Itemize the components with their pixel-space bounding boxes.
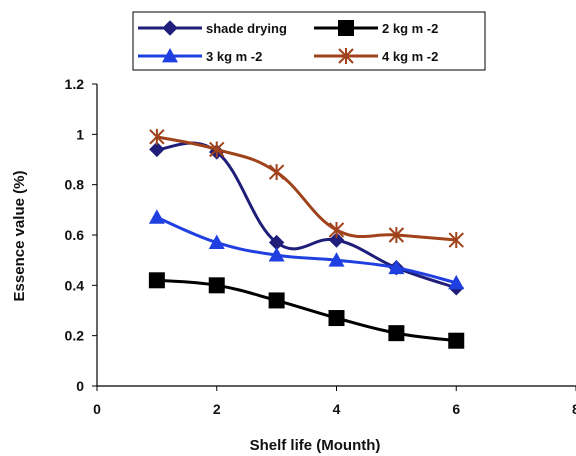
x-axis-title: Shelf life (Mounth) xyxy=(250,437,381,454)
series-line xyxy=(156,278,457,343)
data-point xyxy=(328,310,345,327)
plot-area xyxy=(148,128,465,349)
series-2-kg-m-2 xyxy=(148,272,465,349)
series-3-kg-m-2 xyxy=(148,209,465,290)
y-tick-label: 1.2 xyxy=(65,76,85,92)
data-point xyxy=(148,209,165,224)
x-tick-label: 6 xyxy=(452,401,460,417)
y-tick-label: 0.6 xyxy=(65,227,85,243)
legend-box xyxy=(132,11,486,71)
x-tick-label: 0 xyxy=(93,401,101,417)
y-tick-label: 0.4 xyxy=(65,277,85,293)
legend-label: shade drying xyxy=(206,21,287,36)
data-point xyxy=(328,252,345,267)
legend: shade drying 2 kg m -2 3 kg m -2 4 kg m -2 xyxy=(132,11,486,71)
legend-item: 2 kg m -2 xyxy=(314,20,438,36)
data-point xyxy=(149,128,165,145)
legend-marker xyxy=(162,20,178,36)
legend-label: 2 kg m -2 xyxy=(382,21,438,36)
data-point xyxy=(149,141,165,158)
data-point xyxy=(448,332,465,349)
data-point xyxy=(268,247,285,262)
y-tick-label: 0.2 xyxy=(65,328,85,344)
legend-item: 4 kg m -2 xyxy=(314,48,438,64)
data-point xyxy=(388,259,405,275)
data-point xyxy=(208,277,225,294)
data-point xyxy=(148,272,165,289)
data-point xyxy=(328,232,345,248)
series-4-kg-m-2 xyxy=(149,128,464,249)
series-line xyxy=(156,135,457,242)
y-tick-label: 1 xyxy=(76,126,84,142)
x-tick-label: 8 xyxy=(572,401,576,417)
y-tick-label: 0.8 xyxy=(65,177,85,193)
legend-label: 3 kg m -2 xyxy=(206,49,262,64)
x-tick-label: 4 xyxy=(333,401,341,417)
data-point xyxy=(268,292,285,309)
x-tick-label: 2 xyxy=(213,401,221,417)
data-point xyxy=(328,221,345,238)
legend-item: shade drying xyxy=(138,20,287,36)
data-point xyxy=(448,274,465,290)
legend-marker xyxy=(338,48,354,64)
data-point xyxy=(448,232,464,249)
legend-item: 3 kg m -2 xyxy=(138,48,262,64)
data-point xyxy=(209,141,225,158)
y-tick-label: 0 xyxy=(76,378,84,394)
data-point xyxy=(208,234,225,249)
data-point xyxy=(268,164,285,181)
legend-label: 4 kg m -2 xyxy=(382,49,438,64)
y-axis-title: Essence value (%) xyxy=(11,171,28,302)
data-point xyxy=(388,325,405,342)
data-point xyxy=(388,227,405,243)
axes: 0 0.2 0.4 0.6 0.8 1 1.2 0 2 4 6 8 xyxy=(65,76,576,417)
legend-marker xyxy=(338,20,354,36)
series-line xyxy=(156,141,457,290)
legend-marker xyxy=(162,48,178,63)
